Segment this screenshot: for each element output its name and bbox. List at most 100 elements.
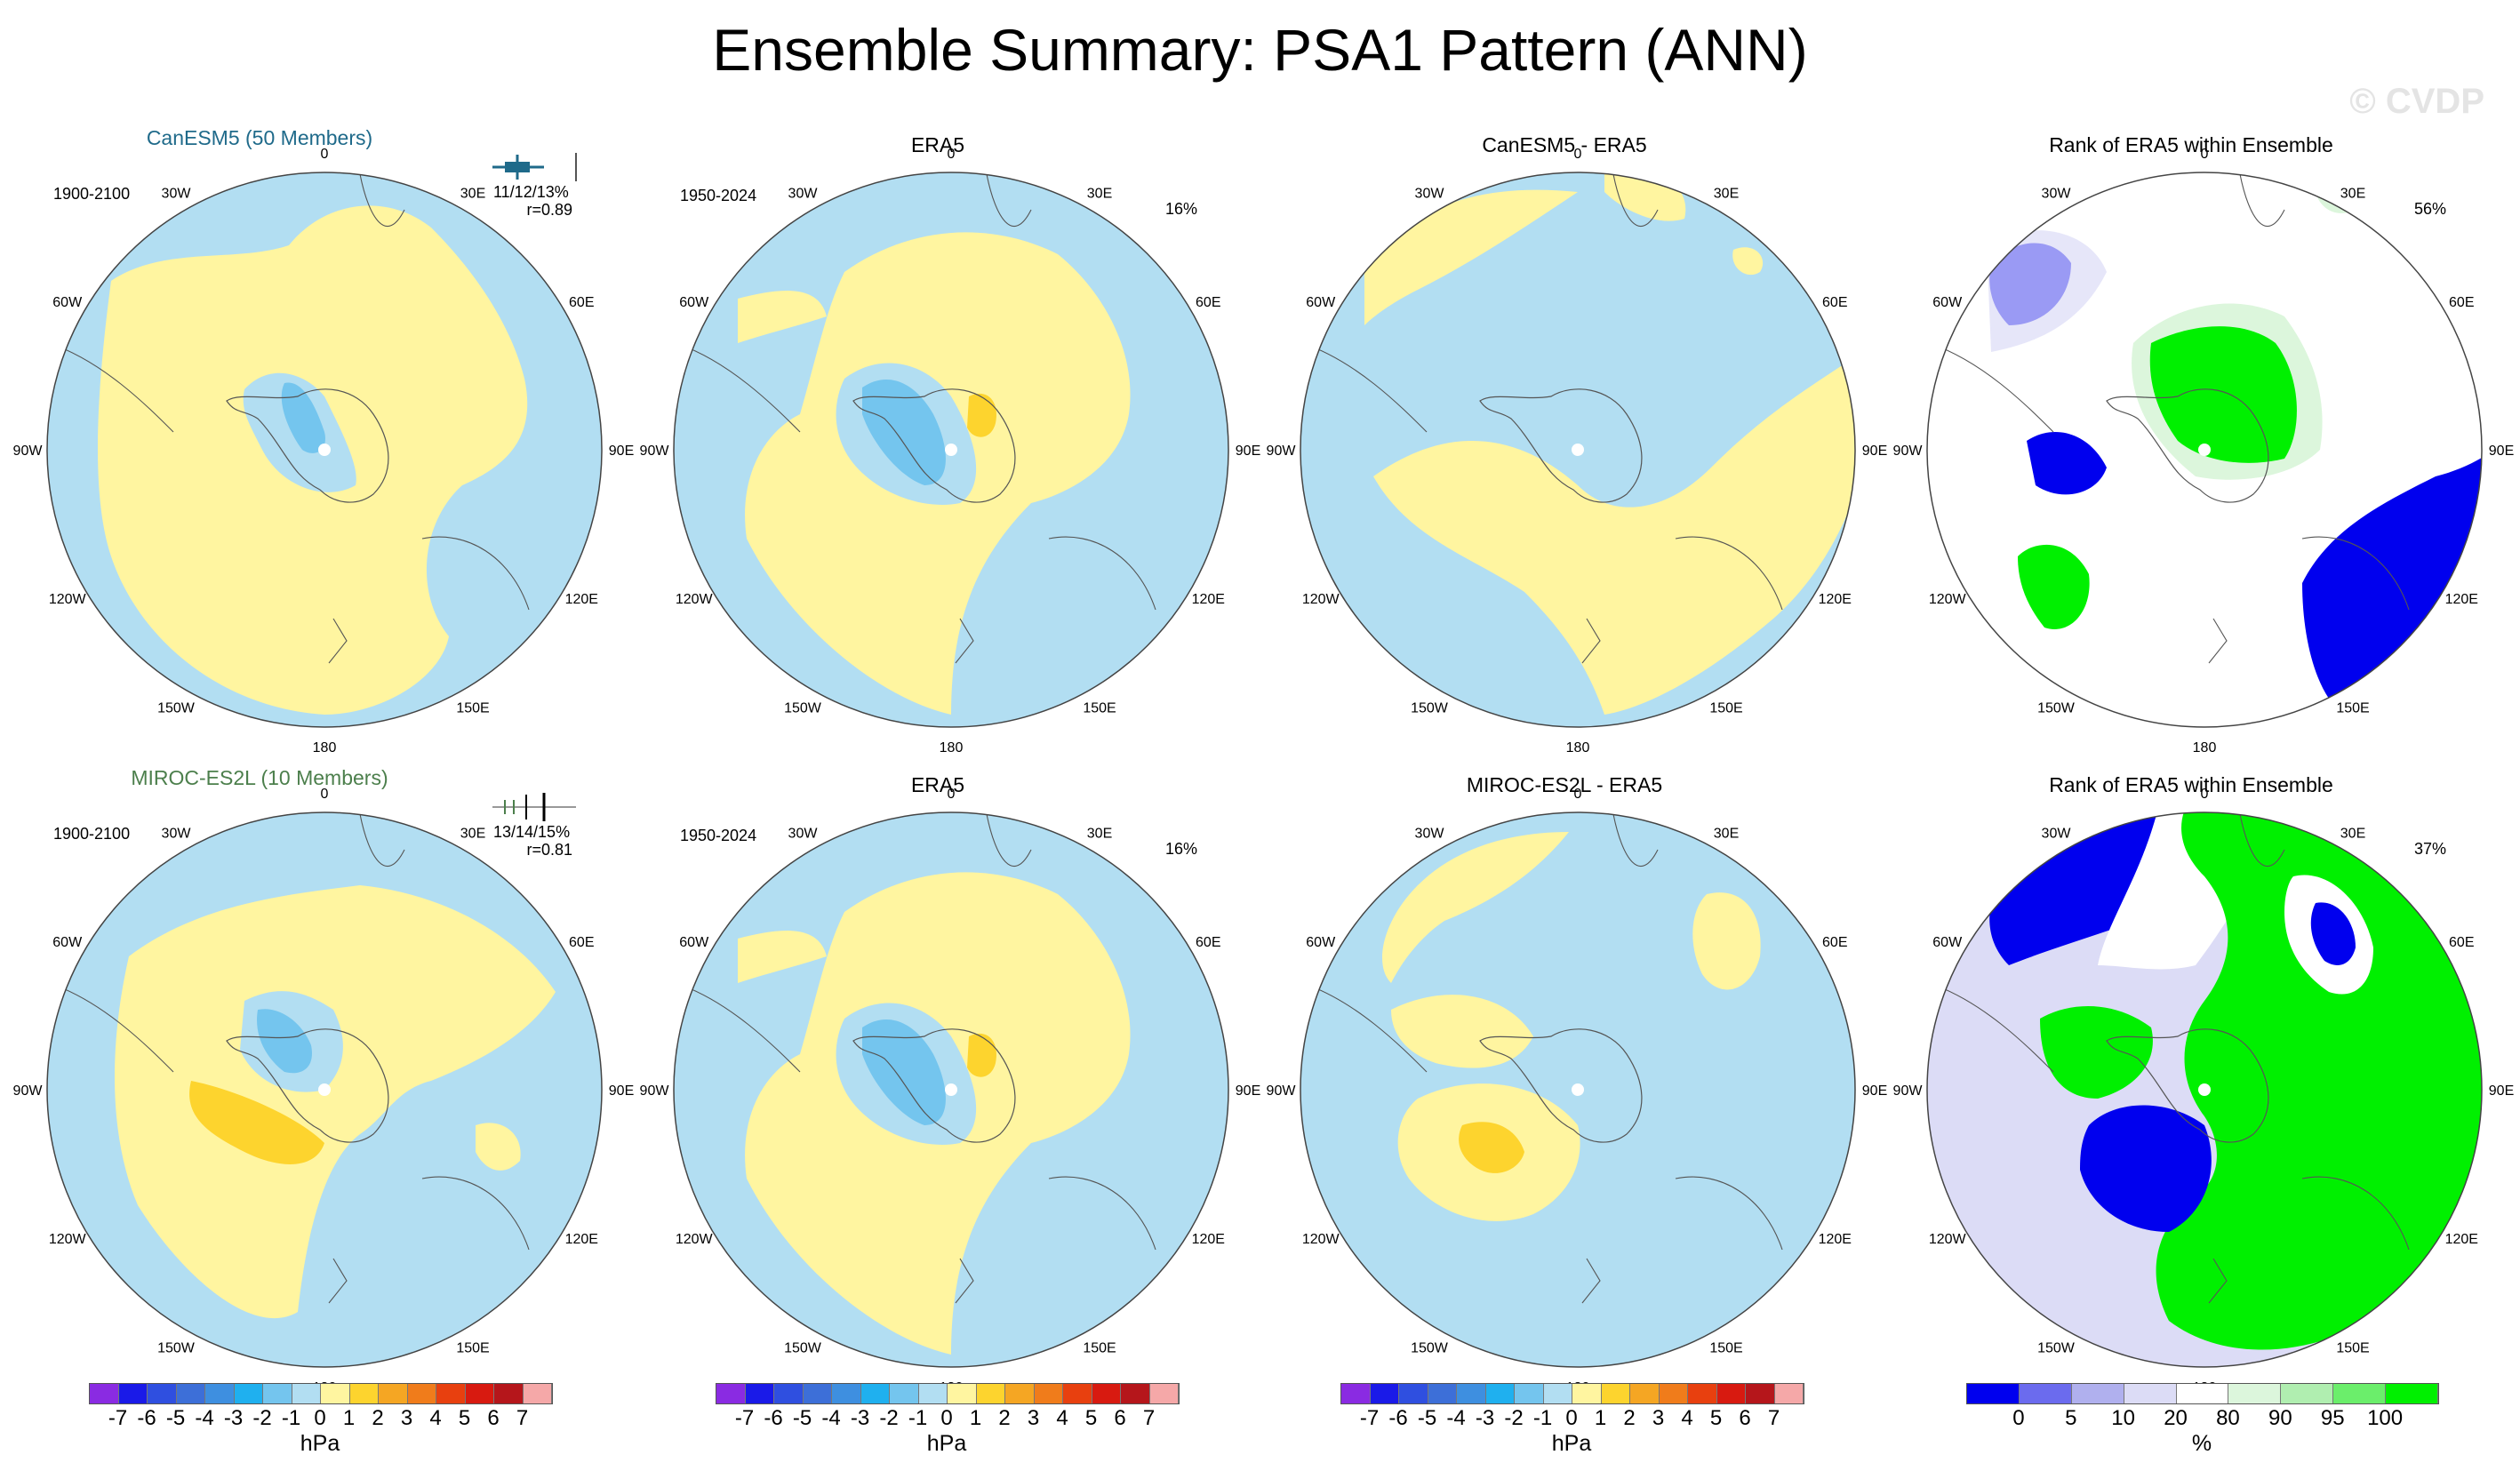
pattern-correlation: r=0.81	[526, 841, 572, 859]
colorbar-swatch	[860, 1384, 890, 1403]
longitude-label: 30E	[460, 187, 485, 202]
colorbar-tick-label: 2	[372, 1406, 384, 1430]
pattern-correlation: r=0.89	[526, 201, 572, 219]
map-border	[1300, 172, 1856, 728]
map-border	[1926, 811, 2483, 1368]
longitude-label: 180	[1566, 740, 1590, 755]
longitude-label: 30E	[1714, 827, 1739, 842]
colorbar-tick-label: -3	[1475, 1406, 1495, 1430]
longitude-label: 120E	[1192, 1232, 1225, 1247]
colorbar-swatch	[1774, 1384, 1804, 1403]
rank-pct: 56%	[2414, 200, 2447, 218]
colorbar-tick-label: 20	[2164, 1406, 2188, 1430]
rank-pct: 37%	[2414, 840, 2447, 858]
colorbar-tick-label: 90	[2268, 1406, 2292, 1430]
colorbar-swatch	[494, 1384, 524, 1403]
longitude-label: 0	[948, 147, 956, 162]
antarctica-coastline	[1479, 1028, 1643, 1143]
longitude-label: 30W	[162, 187, 192, 202]
map-border	[1926, 172, 2483, 728]
colorbar-swatch	[2019, 1384, 2072, 1403]
colorbar-swatch	[1399, 1384, 1428, 1403]
colorbar-tick-label: -1	[281, 1406, 301, 1430]
rank-low-3	[2302, 432, 2482, 699]
antarctica-coastline	[2106, 388, 2269, 503]
colorbar-swatch	[1092, 1384, 1121, 1403]
map-field	[1300, 812, 1855, 1367]
longitude-label: 90W	[13, 1083, 44, 1099]
positive-core	[189, 1081, 324, 1164]
longitude-label: 60W	[1932, 935, 1963, 950]
longitude-label: 120E	[1819, 592, 1852, 607]
africa-coastline	[986, 173, 1032, 228]
colorbar-swatch	[176, 1384, 205, 1403]
colorbar-tick-label: -1	[908, 1406, 928, 1430]
positive-core	[967, 393, 996, 437]
positive-blob	[1732, 247, 1764, 276]
longitude-label: 30W	[1415, 187, 1445, 202]
colorbar-swatch	[2071, 1384, 2124, 1403]
longitude-label: 30E	[460, 827, 485, 842]
australia-coastline	[1048, 536, 1156, 611]
longitude-label: 60E	[1822, 935, 1847, 950]
colorbar-swatch	[1034, 1384, 1063, 1403]
panel-title: MIROC-ES2L (10 Members)	[131, 766, 388, 789]
colorbar-swatch	[465, 1384, 494, 1403]
map-border	[46, 811, 603, 1368]
colorbar-swatch	[205, 1384, 235, 1403]
colorbar-tick-label: -5	[165, 1406, 186, 1430]
antarctica-coastline	[852, 388, 1016, 503]
colorbar-swatch	[1601, 1384, 1630, 1403]
colorbar-tick-label: 5	[1084, 1406, 1098, 1430]
longitude-label: 120E	[2445, 1232, 2478, 1247]
longitude-label: 90E	[609, 444, 634, 459]
longitude-label: 30W	[162, 827, 192, 842]
panel-rank-row2: Rank of ERA5 within Ensemble 37% 0 30E 60E…	[1880, 711, 2515, 1422]
rank-lowish	[1987, 230, 2107, 352]
colorbar-swatch	[2386, 1384, 2439, 1403]
australia-coastline	[421, 536, 530, 611]
pct-variance-stats: 11/12/13%	[493, 183, 569, 201]
colorbar-swatch	[523, 1384, 552, 1403]
longitude-label: 150E	[456, 1340, 489, 1355]
antarctica-coastline	[1479, 388, 1643, 503]
colorbar-hpa-2: -7 -6 -5 -4 -3 -2 -1 0 1 2 3 4 5 6 7 hPa	[716, 1383, 1187, 1472]
longitude-label: 60W	[679, 295, 709, 310]
antarctica-coastline	[226, 1028, 389, 1143]
longitude-label: 30W	[788, 827, 819, 842]
colorbar-swatch	[1630, 1384, 1660, 1403]
africa-coastline	[359, 173, 405, 228]
member-spread-icon	[492, 153, 577, 181]
positive-region-south	[1373, 352, 1855, 715]
new-zealand-coastline	[1581, 1258, 1601, 1304]
colorbar-swatch	[1688, 1384, 1717, 1403]
panel-title: CanESM5 (50 Members)	[146, 126, 373, 149]
colorbar-swatch	[1543, 1384, 1572, 1403]
colorbar-swatch	[292, 1384, 321, 1403]
new-zealand-coastline	[2208, 618, 2228, 664]
map-border	[673, 172, 1229, 728]
colorbar-tick-label: 0	[2012, 1406, 2025, 1430]
map-field	[1927, 812, 2482, 1367]
south-pole-marker	[318, 444, 331, 456]
colorbar-tick-label: -2	[252, 1406, 272, 1430]
colorbar-tick-label: 80	[2216, 1406, 2240, 1430]
south-pole-marker	[1572, 1083, 1584, 1096]
map-border	[1300, 811, 1856, 1368]
colorbar-swatch	[379, 1384, 408, 1403]
colorbar-swatch	[2124, 1384, 2177, 1403]
longitude-label: 90E	[1236, 1083, 1260, 1099]
colorbar-tick-label: 7	[1142, 1406, 1156, 1430]
colorbar-swatch	[263, 1384, 292, 1403]
pct-variance-stats: 13/14/15%	[493, 823, 571, 841]
longitude-label: 150E	[1709, 700, 1742, 716]
colorbar-swatch	[321, 1384, 350, 1403]
longitude-label: 30E	[2340, 827, 2365, 842]
positive-core	[1459, 1122, 1524, 1173]
colorbar-swatches	[1340, 1383, 1804, 1404]
south-america-coastline	[48, 342, 174, 433]
longitude-label: 90E	[1862, 444, 1887, 459]
panel-model-row2: MIROC-ES2L (10 Members) 1900-2100 13/14/…	[0, 711, 635, 1422]
